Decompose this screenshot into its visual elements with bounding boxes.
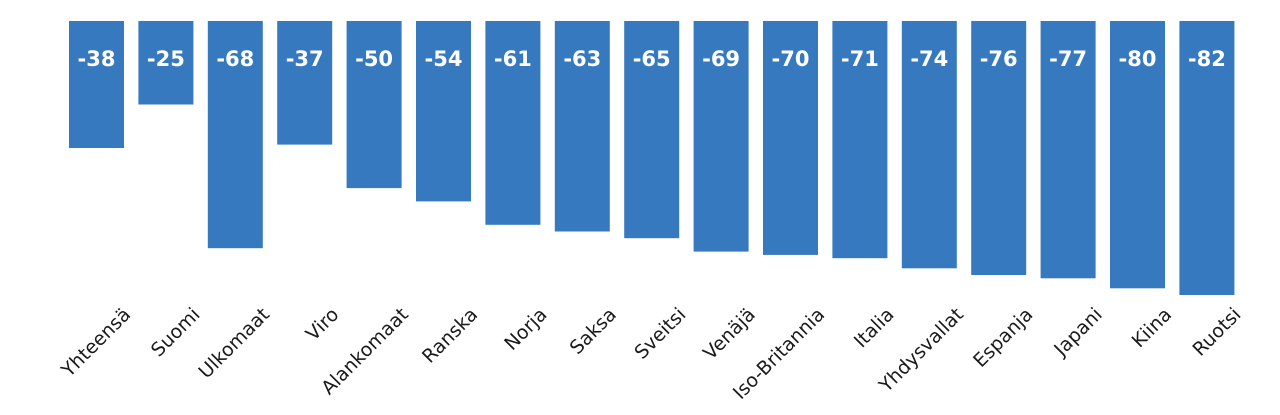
category-label: Japani (1049, 304, 1106, 361)
bar-venäjä (693, 21, 749, 252)
bar-norja (485, 21, 541, 225)
bar-ruotsi (1179, 21, 1235, 295)
bar-espanja (971, 21, 1027, 275)
category-label: Saksa (566, 304, 621, 359)
category-label: Viro (302, 304, 344, 346)
data-label: -74 (910, 47, 948, 71)
data-label: -63 (563, 47, 601, 71)
data-label: -80 (1119, 47, 1157, 71)
category-label: Yhteensä (57, 304, 136, 383)
bar-suomi (138, 21, 194, 105)
data-label: -65 (633, 47, 671, 71)
data-label: -25 (147, 47, 185, 71)
bar-viro (277, 21, 333, 145)
bar-yhdysvallat (901, 21, 957, 269)
data-label: -77 (1049, 47, 1087, 71)
category-label: Sveitsi (630, 304, 690, 364)
data-label: -82 (1188, 47, 1226, 71)
category-label: Venäjä (699, 304, 760, 365)
bar-kiina (1110, 21, 1165, 289)
data-label: -76 (980, 47, 1018, 71)
data-label: -38 (78, 47, 116, 71)
bar-saksa (554, 21, 610, 232)
category-label: Ruotsi (1189, 304, 1246, 361)
category-label: Espanja (969, 304, 1037, 372)
data-label: -50 (355, 47, 393, 71)
data-label: -68 (216, 47, 254, 71)
data-label: -69 (702, 47, 740, 71)
category-label: Italia (850, 304, 899, 353)
bar-ranska (416, 21, 471, 202)
bar-alankomaat (346, 21, 402, 189)
data-label: -37 (286, 47, 324, 71)
data-label: -71 (841, 47, 879, 71)
bar-sveitsi (624, 21, 680, 239)
category-label: Ranska (418, 304, 482, 368)
bar-japani (1040, 21, 1096, 279)
category-label: Ulkomaat (194, 304, 273, 383)
data-label: -70 (772, 47, 810, 71)
data-label: -61 (494, 47, 532, 71)
data-label: -54 (425, 47, 463, 71)
bar-yhteensä (69, 21, 124, 148)
category-label: Suomi (147, 304, 205, 362)
category-label: Kiina (1128, 304, 1177, 353)
bar-iso-britannia (763, 21, 818, 255)
bar-ulkomaat (207, 21, 263, 249)
bar-italia (832, 21, 888, 259)
category-label: Norja (500, 304, 551, 355)
